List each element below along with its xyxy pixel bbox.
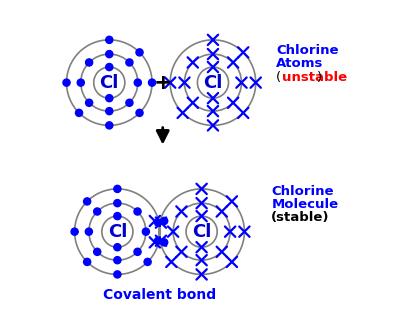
Circle shape: [76, 109, 83, 116]
Circle shape: [114, 200, 121, 207]
Circle shape: [154, 219, 162, 226]
Circle shape: [94, 208, 101, 215]
Circle shape: [106, 36, 113, 43]
Circle shape: [106, 122, 113, 129]
Circle shape: [86, 99, 93, 106]
Circle shape: [106, 51, 113, 58]
Text: ): ): [317, 71, 322, 84]
Text: Chlorine: Chlorine: [276, 44, 339, 57]
Text: +: +: [154, 73, 172, 93]
Circle shape: [86, 59, 93, 66]
Text: Cl: Cl: [192, 223, 211, 241]
Circle shape: [94, 248, 101, 255]
Circle shape: [126, 99, 133, 106]
Text: Cl: Cl: [203, 74, 223, 92]
Circle shape: [126, 59, 133, 66]
Text: Cl: Cl: [108, 223, 127, 241]
Circle shape: [84, 258, 91, 265]
Circle shape: [134, 248, 141, 255]
Circle shape: [144, 258, 151, 265]
Circle shape: [136, 109, 143, 116]
Circle shape: [161, 239, 168, 246]
Circle shape: [84, 198, 91, 205]
Circle shape: [136, 49, 143, 56]
Circle shape: [148, 79, 156, 86]
Text: (: (: [276, 71, 281, 84]
Circle shape: [134, 79, 141, 86]
Circle shape: [161, 217, 168, 225]
Circle shape: [154, 237, 162, 244]
Circle shape: [85, 228, 92, 235]
Circle shape: [114, 213, 121, 220]
Text: Molecule: Molecule: [271, 198, 338, 211]
Text: Covalent bond: Covalent bond: [103, 288, 216, 302]
Circle shape: [114, 244, 121, 251]
Circle shape: [142, 228, 150, 235]
Circle shape: [114, 257, 121, 264]
Circle shape: [77, 79, 84, 86]
Circle shape: [106, 95, 113, 102]
Text: unstable: unstable: [282, 71, 347, 84]
Circle shape: [63, 79, 70, 86]
Text: Chlorine: Chlorine: [271, 185, 334, 198]
Text: (stable): (stable): [271, 211, 330, 224]
Circle shape: [71, 228, 78, 235]
Text: Cl: Cl: [100, 74, 119, 92]
Circle shape: [106, 108, 113, 115]
Circle shape: [134, 208, 141, 215]
Circle shape: [106, 64, 113, 71]
Circle shape: [114, 271, 121, 278]
Circle shape: [114, 185, 121, 192]
Text: Atoms: Atoms: [276, 57, 324, 70]
